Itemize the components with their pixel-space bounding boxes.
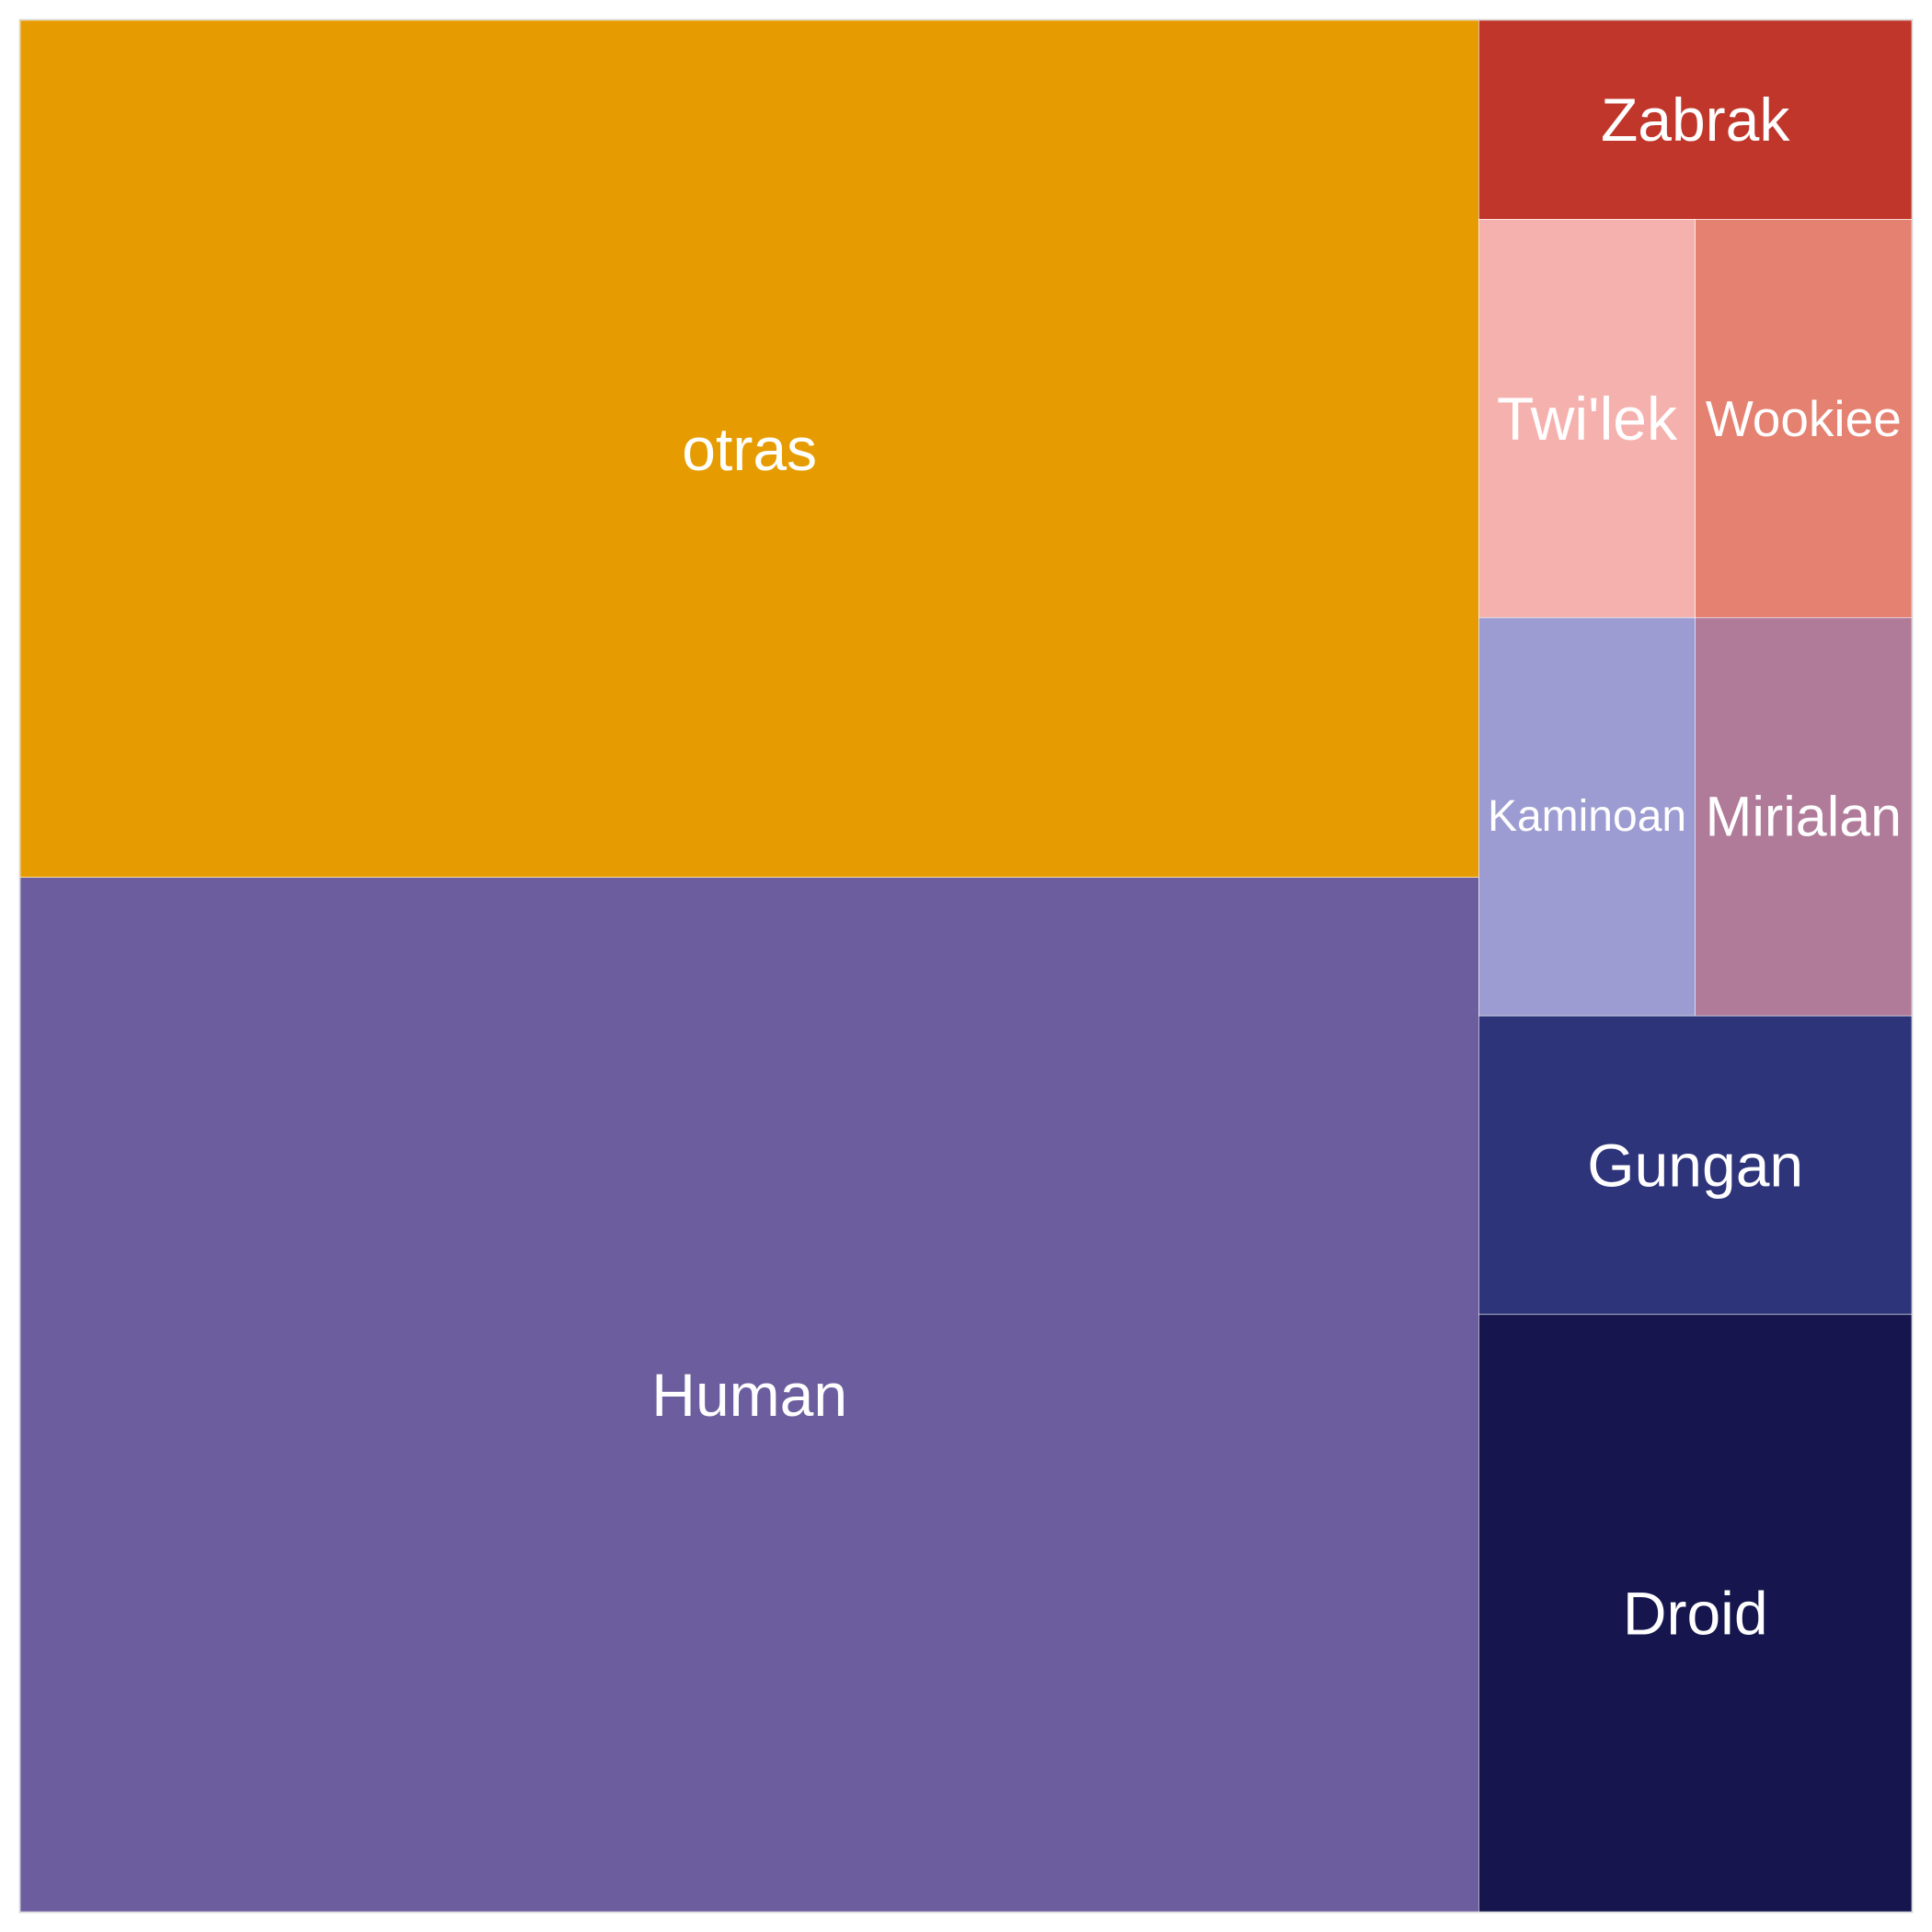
tile-otras	[19, 19, 1479, 878]
tile-droid	[1478, 1314, 1913, 1913]
tile-label-droid: Droid	[1623, 1579, 1768, 1647]
tile-mirialan	[1695, 616, 1913, 1017]
tile-label-gungan: Gungan	[1587, 1131, 1803, 1199]
tile-twi-lek	[1478, 219, 1696, 618]
tile-label-wookiee: Wookiee	[1706, 390, 1902, 447]
tile-kaminoan	[1478, 616, 1696, 1017]
tile-human	[19, 877, 1479, 1913]
tile-label-zabrak: Zabrak	[1601, 86, 1790, 154]
tile-gungan	[1478, 1015, 1913, 1316]
tile-label-mirialan: Mirialan	[1706, 786, 1903, 848]
tile-label-twi-lek: Twi'lek	[1497, 385, 1678, 453]
treemap-tiles: Human otras Droid Gungan Zabrak Mirialan Kamin…	[19, 19, 1913, 1913]
plot-border	[18, 18, 1914, 1914]
tile-wookiee	[1695, 219, 1913, 618]
tile-label-human: Human	[651, 1361, 847, 1429]
tile-label-kaminoan: Kaminoan	[1488, 792, 1686, 841]
tile-label-otras: otras	[682, 415, 817, 483]
